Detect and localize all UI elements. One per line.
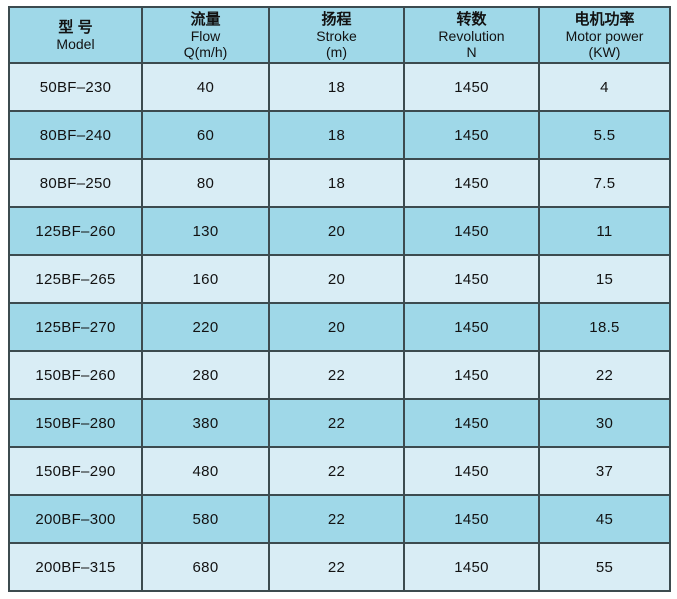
revolution-cell: 1450 (403, 62, 540, 112)
stroke-cell: 22 (268, 398, 405, 448)
revolution-cell: 1450 (403, 254, 540, 304)
revolution-cell: 1450 (403, 350, 540, 400)
col-header-revolution: 转数 Revolution N (403, 6, 540, 64)
col-header-model-zh: 型 号 (58, 18, 93, 36)
col-header-flow-unit: Q(m/h) (183, 43, 228, 60)
col-header-motor-power-unit: (KW) (588, 43, 621, 60)
col-header-stroke: 扬程 Stroke (m) (268, 6, 405, 64)
col-header-stroke-en: Stroke (316, 27, 357, 44)
table-row: 125BF–265 160 20 1450 15 (8, 254, 671, 304)
power-cell: 45 (538, 494, 671, 544)
stroke-cell: 20 (268, 206, 405, 256)
flow-cell: 580 (141, 494, 270, 544)
col-header-stroke-zh: 扬程 (321, 10, 352, 28)
col-header-motor-power-zh: 电机功率 (574, 10, 635, 28)
col-header-revolution-en: Revolution (438, 27, 505, 44)
table-row: 200BF–315 680 22 1450 55 (8, 542, 671, 592)
table-row: 150BF–260 280 22 1450 22 (8, 350, 671, 400)
stroke-cell: 20 (268, 254, 405, 304)
col-header-flow-en: Flow (190, 27, 221, 44)
pump-spec-table: 型 号 Model 流量 Flow Q(m/h) 扬程 Stroke (m) 转… (8, 6, 671, 592)
table-row: 150BF–280 380 22 1450 30 (8, 398, 671, 448)
stroke-cell: 22 (268, 350, 405, 400)
col-header-model: 型 号 Model (8, 6, 143, 64)
flow-cell: 160 (141, 254, 270, 304)
power-cell: 22 (538, 350, 671, 400)
flow-cell: 80 (141, 158, 270, 208)
header-row: 型 号 Model 流量 Flow Q(m/h) 扬程 Stroke (m) 转… (8, 6, 671, 64)
col-header-motor-power-en: Motor power (565, 27, 644, 44)
power-cell: 18.5 (538, 302, 671, 352)
stroke-cell: 22 (268, 494, 405, 544)
table-row: 80BF–250 80 18 1450 7.5 (8, 158, 671, 208)
power-cell: 30 (538, 398, 671, 448)
table-row: 50BF–230 40 18 1450 4 (8, 62, 671, 112)
flow-cell: 130 (141, 206, 270, 256)
power-cell: 4 (538, 62, 671, 112)
stroke-cell: 18 (268, 158, 405, 208)
model-cell: 200BF–315 (8, 542, 143, 592)
flow-cell: 220 (141, 302, 270, 352)
table-row: 125BF–270 220 20 1450 18.5 (8, 302, 671, 352)
stroke-cell: 18 (268, 62, 405, 112)
col-header-flow: 流量 Flow Q(m/h) (141, 6, 270, 64)
col-header-motor-power: 电机功率 Motor power (KW) (538, 6, 671, 64)
stroke-cell: 22 (268, 542, 405, 592)
table-row: 80BF–240 60 18 1450 5.5 (8, 110, 671, 160)
table-row: 125BF–260 130 20 1450 11 (8, 206, 671, 256)
flow-cell: 280 (141, 350, 270, 400)
power-cell: 7.5 (538, 158, 671, 208)
revolution-cell: 1450 (403, 110, 540, 160)
revolution-cell: 1450 (403, 494, 540, 544)
revolution-cell: 1450 (403, 206, 540, 256)
power-cell: 5.5 (538, 110, 671, 160)
revolution-cell: 1450 (403, 398, 540, 448)
revolution-cell: 1450 (403, 542, 540, 592)
flow-cell: 380 (141, 398, 270, 448)
model-cell: 150BF–260 (8, 350, 143, 400)
power-cell: 55 (538, 542, 671, 592)
power-cell: 37 (538, 446, 671, 496)
model-cell: 80BF–240 (8, 110, 143, 160)
revolution-cell: 1450 (403, 158, 540, 208)
model-cell: 50BF–230 (8, 62, 143, 112)
flow-cell: 680 (141, 542, 270, 592)
table-row: 150BF–290 480 22 1450 37 (8, 446, 671, 496)
revolution-cell: 1450 (403, 302, 540, 352)
power-cell: 15 (538, 254, 671, 304)
revolution-cell: 1450 (403, 446, 540, 496)
power-cell: 11 (538, 206, 671, 256)
stroke-cell: 18 (268, 110, 405, 160)
model-cell: 80BF–250 (8, 158, 143, 208)
stroke-cell: 22 (268, 446, 405, 496)
stroke-cell: 20 (268, 302, 405, 352)
col-header-revolution-zh: 转数 (456, 10, 487, 28)
model-cell: 125BF–270 (8, 302, 143, 352)
model-cell: 150BF–290 (8, 446, 143, 496)
model-cell: 200BF–300 (8, 494, 143, 544)
flow-cell: 60 (141, 110, 270, 160)
col-header-stroke-unit: (m) (326, 43, 347, 60)
col-header-flow-zh: 流量 (190, 10, 221, 28)
model-cell: 125BF–265 (8, 254, 143, 304)
col-header-model-en: Model (56, 35, 95, 52)
col-header-revolution-unit: N (466, 43, 477, 60)
table-row: 200BF–300 580 22 1450 45 (8, 494, 671, 544)
model-cell: 125BF–260 (8, 206, 143, 256)
flow-cell: 480 (141, 446, 270, 496)
model-cell: 150BF–280 (8, 398, 143, 448)
flow-cell: 40 (141, 62, 270, 112)
